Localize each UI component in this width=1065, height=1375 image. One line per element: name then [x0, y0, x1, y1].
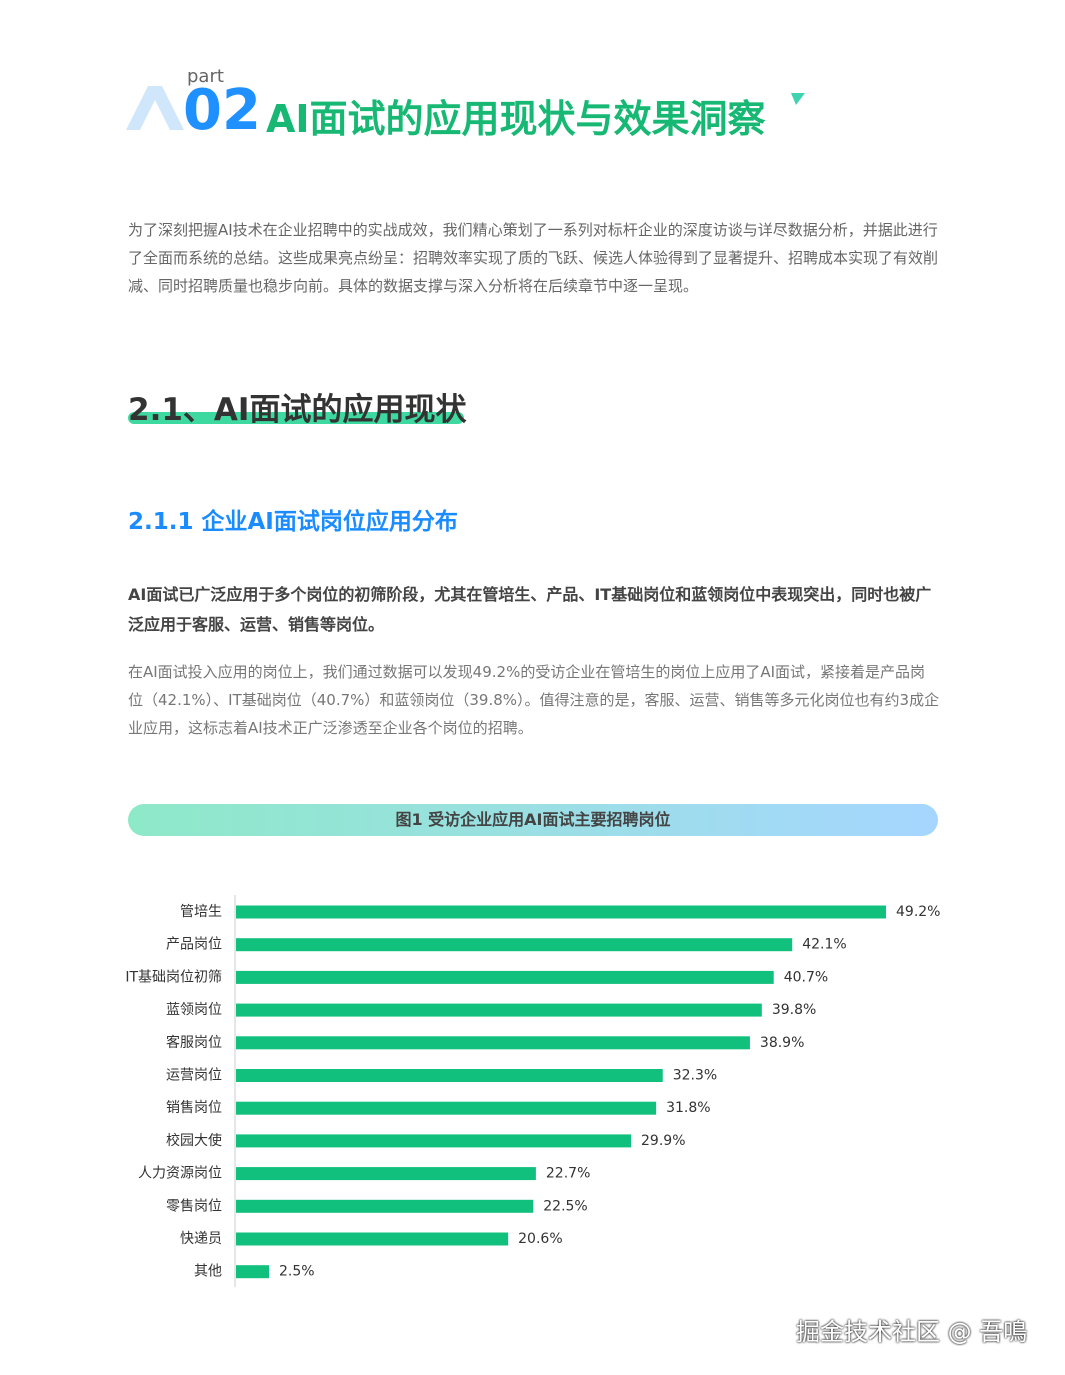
value-label: 40.7%: [784, 969, 828, 985]
part-number: 02: [183, 78, 261, 143]
bar: [236, 1265, 270, 1279]
bar: [236, 1167, 536, 1181]
decor-tri: [791, 93, 805, 105]
value-label: 29.9%: [641, 1133, 685, 1149]
category-label: IT基础岗位初筛: [125, 968, 222, 985]
value-label: 22.7%: [546, 1166, 590, 1182]
category-label: 产品岗位: [166, 937, 222, 953]
category-label: 蓝领岗位: [166, 1002, 222, 1018]
value-label: 39.8%: [772, 1002, 816, 1018]
bar: [236, 1069, 663, 1082]
category-label: 运营岗位: [166, 1068, 222, 1084]
value-label: 2.5%: [279, 1264, 315, 1280]
value-label: 49.2%: [896, 904, 940, 920]
value-label: 42.1%: [802, 937, 846, 953]
category-label: 快递员: [180, 1231, 222, 1247]
bar: [236, 1232, 509, 1246]
bar: [236, 970, 774, 984]
lead: AI面试已广泛应用于多个岗位的初筛阶段，尤其在管培生、产品、IT基础岗位和蓝领岗…: [128, 585, 932, 634]
decor-a: [126, 86, 184, 130]
intro: 为了深刻把握AI技术在企业招聘中的实战成效，我们精心策划了一系列对标杆企业的深度…: [128, 221, 939, 295]
category-label: 校园大使: [166, 1132, 222, 1149]
bar: [236, 905, 886, 919]
category-label: 销售岗位: [166, 1100, 222, 1116]
section-heading: 2.1、AI面试的应用现状: [128, 392, 467, 428]
part-label: part: [187, 66, 224, 87]
chart-title: 图1 受访企业应用AI面试主要招聘岗位: [128, 804, 938, 836]
bar: [236, 1199, 534, 1213]
bar: [236, 1101, 657, 1115]
value-label: 20.6%: [518, 1231, 562, 1247]
subheading: 2.1.1 企业AI面试岗位应用分布: [128, 509, 458, 535]
chart: 管培生 49.2% 产品岗位 42.1% IT基础岗位初筛 40.7% 蓝领岗位 39.8% 客…: [125, 895, 940, 1287]
value-label: 32.3%: [673, 1068, 717, 1084]
category-label: 其他: [194, 1264, 222, 1280]
category-label: 人力资源岗位: [138, 1166, 222, 1182]
body: 在AI面试投入应用的岗位上，我们通过数据可以发现49.2%的受访企业在管培生的岗…: [128, 663, 940, 737]
watermark: 掘金技术社区 @ 吾鳴: [796, 1318, 1028, 1346]
page-title: AI面试的应用现状与效果洞察: [266, 97, 766, 141]
value-label: 22.5%: [543, 1198, 587, 1214]
bar: [236, 1036, 750, 1050]
bar: [236, 1003, 762, 1017]
category-label: 客服岗位: [166, 1034, 222, 1051]
value-label: 31.8%: [666, 1100, 710, 1116]
value-label: 38.9%: [760, 1035, 804, 1051]
category-label: 零售岗位: [166, 1198, 222, 1214]
heading-underline: [128, 412, 464, 424]
bar: [236, 1134, 632, 1148]
category-label: 管培生: [180, 904, 222, 920]
bar: [236, 938, 793, 952]
